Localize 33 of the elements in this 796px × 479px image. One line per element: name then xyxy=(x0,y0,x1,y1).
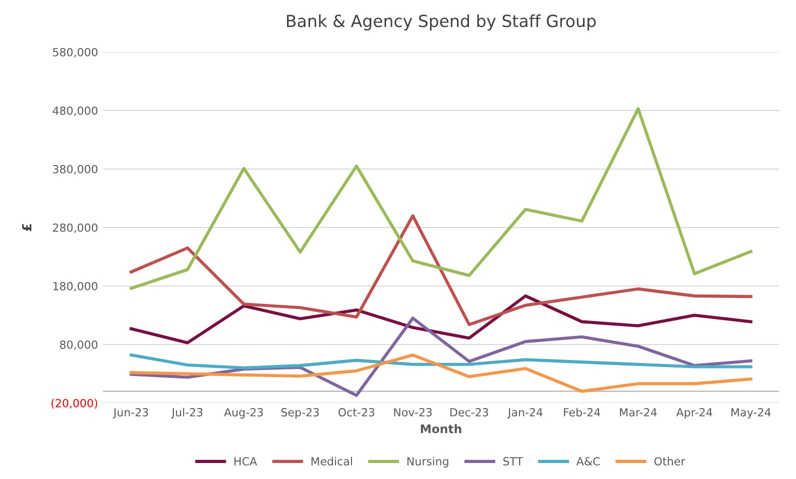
legend-label: Nursing xyxy=(407,456,448,468)
legend-label: Other xyxy=(654,456,686,466)
x-tick-label: Nov-23 xyxy=(394,408,432,416)
x-tick-label: Mar-24 xyxy=(620,408,657,416)
line-series xyxy=(130,354,752,370)
x-tick-label: Aug-23 xyxy=(224,408,263,419)
line-series xyxy=(130,107,752,290)
line-series xyxy=(130,214,752,326)
line-series xyxy=(130,294,752,344)
x-tick-label: May-24 xyxy=(731,408,771,419)
legend-label: HCA xyxy=(234,457,258,466)
legend-label: Medical xyxy=(312,456,352,466)
y-axis-title: £ xyxy=(22,224,32,232)
y-tick-label: 580,000 xyxy=(53,48,98,58)
y-tick-label: 380,000 xyxy=(53,164,98,175)
y-tick-label: 280,000 xyxy=(53,223,98,234)
x-tick-label: Jan-24 xyxy=(507,408,543,419)
x-tick-label: Feb-24 xyxy=(564,408,600,416)
y-tick-label: 180,000 xyxy=(53,282,98,292)
legend-label: STT xyxy=(503,457,524,466)
chart-title: Bank & Agency Spend by Staff Group xyxy=(287,14,596,30)
y-tick-label: (20,000) xyxy=(52,398,98,409)
x-tick-label: Apr-24 xyxy=(676,408,712,419)
x-tick-label: Dec-23 xyxy=(450,408,488,416)
y-tick-label: 80,000 xyxy=(60,340,98,350)
y-tick-label: 480,000 xyxy=(52,106,98,116)
x-tick-label: Jul-23 xyxy=(171,408,202,419)
line-series xyxy=(130,354,752,393)
x-axis-title: Month xyxy=(420,424,462,434)
x-tick-label: Jun-23 xyxy=(112,408,148,419)
legend-label: A&C xyxy=(576,457,600,466)
x-tick-label: Oct-23 xyxy=(338,408,374,416)
x-tick-label: Sep-23 xyxy=(281,408,319,419)
